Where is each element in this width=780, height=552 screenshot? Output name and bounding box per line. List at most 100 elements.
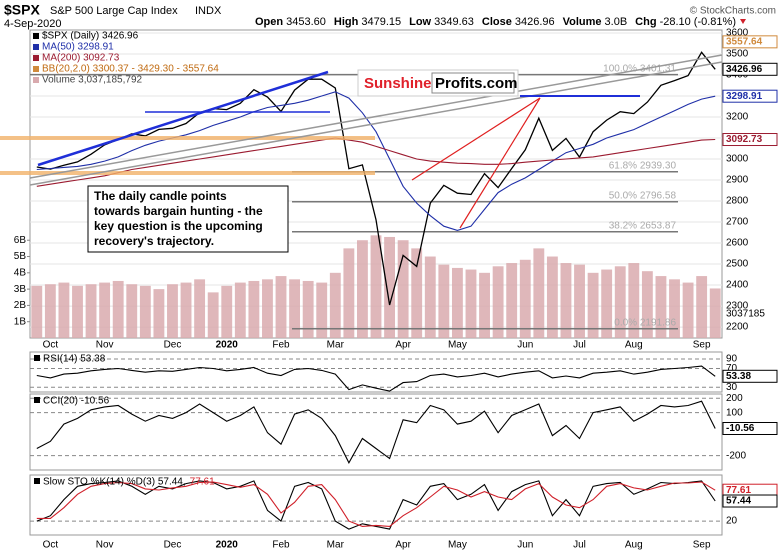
volume-bar [465,269,477,338]
fib-label: 100.0% 3401.31 [603,63,676,74]
volume-bar [587,272,599,338]
x-tick-label: Aug [625,540,643,551]
legend-label: BB(20,2.0) 3300.37 - 3429.30 - 3557.64 [42,64,219,75]
legend-label: MA(200) 3092.73 [42,53,120,64]
volume-bar [560,263,572,338]
legend-label: Slow STO %K(14) %D(3) 57.44, [43,477,186,488]
annotation-box [87,185,289,253]
x-tick-label: Sep [693,540,711,551]
volume-bar [153,289,165,338]
volume-bar [194,279,206,338]
volume-bar [411,248,423,338]
x-tick-label: Nov [96,540,114,551]
y2-tick-label: 3B [14,284,27,295]
x-tick-label: Jun [517,540,533,551]
logo-part1: Sunshine [364,75,432,92]
series-line [36,137,716,187]
y2-tick-label: 5B [14,251,27,262]
volume-bar [628,263,640,338]
volume-bar [289,279,301,338]
x-tick-label: Jul [573,340,586,351]
value-tag-label: 3092.73 [726,134,763,145]
x-tick-label: Sep [693,340,711,351]
legend-label: 77.61 [190,477,215,488]
volume-bar [506,263,518,338]
y-tick-label: 2700 [726,217,749,228]
legend-label: CCI(20) -10.56 [43,396,110,407]
y2-tick-label: 6B [14,235,27,246]
volume-bar [207,292,219,338]
volume-bar [31,285,43,338]
annotation-line: recovery's trajectory. [94,234,214,248]
value-tag [722,421,778,435]
value-tag-label: 53.38 [726,371,751,382]
x-tick-label: Aug [625,340,643,351]
series-line [36,400,716,464]
logo-part2: Profits.com [435,75,518,92]
legend-swatch [34,478,40,484]
legend-swatch [33,55,39,61]
volume-bar [275,276,287,338]
legend-label: $SPX (Daily) 3426.96 [42,31,139,42]
legend-swatch [33,66,39,72]
volume-bar [424,256,436,338]
legend-label: MA(50) 3298.91 [42,42,114,53]
stat-value: 3349.63 [434,16,474,28]
down-arrow [740,19,746,24]
annotation-line: key question is the upcoming [94,219,263,233]
series-line [36,481,716,527]
volume-bar [682,282,694,338]
stat-label: Low [409,16,431,28]
volume-bar [451,267,463,338]
y-tick-label: 2800 [726,196,749,207]
annotation-line: The daily candle points [94,189,227,203]
volume-bar [126,284,138,338]
volume-bar [574,264,585,338]
volume-bar [641,271,653,338]
volume-bar [533,248,545,338]
x-tick-label: Mar [327,540,345,551]
stat-value: 3453.60 [286,16,326,28]
y-tick-label: 20 [726,516,738,527]
volume-bar [316,282,328,338]
stat-value: -28.10 (-0.81%) [660,16,736,28]
series-line [36,91,716,231]
value-tag [722,89,778,103]
value-tag [722,494,778,508]
volume-bar [99,282,111,338]
fib-label: 50.0% 2796.58 [609,190,677,201]
y-tick-label: 3200 [726,112,749,123]
legend-swatch [33,33,39,39]
stat-value: 3479.15 [361,16,401,28]
fib-label: 38.2% 2653.87 [609,220,677,231]
value-tag [722,62,778,76]
value-tag-label: 3557.64 [726,36,763,47]
stat-label: Open [255,16,283,28]
volume-bar [370,235,382,338]
trend-line [411,97,541,181]
stat-label: Close [482,16,512,28]
x-tick-label: Dec [164,540,182,551]
volume-bar [357,240,368,338]
volume-bar [669,279,680,338]
y2-tick-label: 1B [14,316,27,327]
y-tick-label: 2600 [726,238,749,249]
y-tick-label: 2400 [726,280,749,291]
value-tag-label: 3298.91 [726,91,763,102]
volume-bar [85,284,97,338]
series-line [36,480,716,530]
volume-bar [58,282,70,338]
x-tick-label: Feb [272,540,290,551]
legend-swatch [34,397,40,403]
exchange: INDX [195,5,222,17]
volume-bar [384,236,395,338]
value-tag-label: 77.61 [726,485,751,496]
legend-swatch [34,355,40,361]
volume-bar [546,256,558,338]
volume-bar [696,276,708,338]
y-tick-label: 200 [726,393,743,404]
y-tick-label: 3500 [726,49,749,60]
x-tick-label: Mar [327,340,345,351]
plot-layer: 2200230024002500260027002800290030003100… [14,28,778,551]
